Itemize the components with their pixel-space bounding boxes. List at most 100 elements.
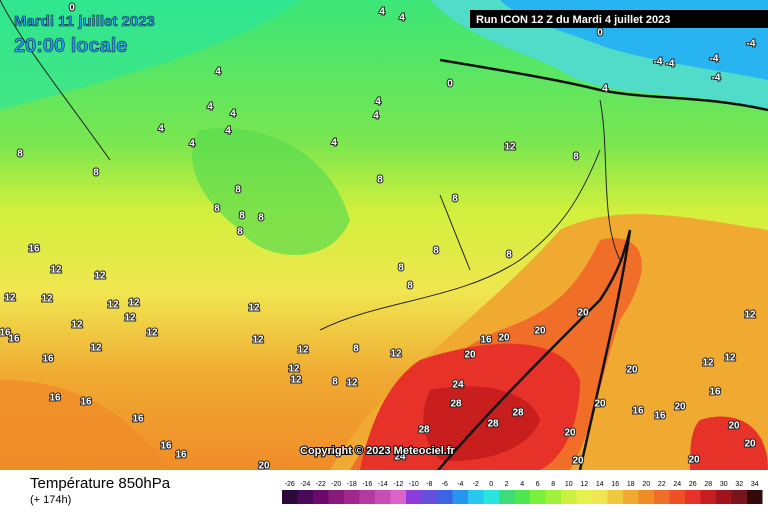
colorbar-tick-label: 24 bbox=[673, 481, 681, 488]
colorbar-tick-label: -24 bbox=[300, 481, 310, 488]
colorbar-tick-label: -18 bbox=[347, 481, 357, 488]
contour-label: 12 bbox=[50, 265, 62, 276]
colorbar-tick-label: -8 bbox=[426, 481, 432, 488]
contour-label: 12 bbox=[146, 328, 158, 339]
contour-label: -4 bbox=[654, 57, 663, 68]
contour-label: -4 bbox=[710, 54, 719, 65]
colorbar-tick-label: -4 bbox=[457, 481, 463, 488]
colorbar-tick-label: -10 bbox=[409, 481, 419, 488]
contour-label: 20 bbox=[572, 456, 584, 467]
colorbar-cell bbox=[623, 490, 639, 504]
colorbar-tick-label: 30 bbox=[720, 481, 728, 488]
colorbar-tick-label: 32 bbox=[735, 481, 743, 488]
contour-label: 16 bbox=[0, 328, 11, 339]
contour-label: 12 bbox=[248, 303, 260, 314]
contour-label: 12 bbox=[71, 320, 83, 331]
colorbar-tick-label: 16 bbox=[611, 481, 619, 488]
colorbar-cell bbox=[437, 490, 453, 504]
contour-label: 16 bbox=[49, 393, 61, 404]
contour-label: 20 bbox=[258, 461, 270, 472]
colorbar-tick-label: 12 bbox=[580, 481, 588, 488]
colorbar-tick-label: 8 bbox=[551, 481, 555, 488]
contour-label: 16 bbox=[480, 335, 492, 346]
contour-label: 8 bbox=[214, 204, 220, 215]
contour-label: 12 bbox=[90, 343, 102, 354]
colorbar-tick-label: 18 bbox=[627, 481, 635, 488]
contour-label: 12 bbox=[724, 353, 736, 364]
contour-label: 20 bbox=[534, 326, 546, 337]
colorbar-cell bbox=[297, 490, 313, 504]
contour-label: 20 bbox=[674, 402, 686, 413]
contour-label: 4 bbox=[207, 102, 213, 113]
contour-label: 8 bbox=[353, 344, 359, 355]
contour-label: 28 bbox=[450, 399, 462, 410]
colorbar-tick-label: -6 bbox=[442, 481, 448, 488]
contour-label: 12 bbox=[252, 335, 264, 346]
contour-label: 20 bbox=[626, 365, 638, 376]
contour-label: 20 bbox=[464, 350, 476, 361]
contour-label: 0 bbox=[69, 3, 75, 14]
contour-label: 4 bbox=[215, 67, 221, 78]
contour-label: -4 bbox=[747, 39, 756, 50]
contour-label: 8 bbox=[17, 149, 23, 160]
contour-label: 24 bbox=[394, 452, 406, 463]
contour-label: -4 bbox=[666, 59, 675, 70]
contour-label: 0 bbox=[447, 79, 453, 90]
colorbar-cell bbox=[328, 490, 344, 504]
contour-label: 8 bbox=[398, 263, 404, 274]
colorbar-cell bbox=[654, 490, 670, 504]
contour-label: 20 bbox=[728, 421, 740, 432]
colorbar-cell bbox=[669, 490, 685, 504]
contour-label: 16 bbox=[28, 244, 40, 255]
contour-label: 12 bbox=[390, 349, 402, 360]
contour-label: 16 bbox=[160, 441, 172, 452]
contour-label: 4 bbox=[331, 138, 337, 149]
colorbar-cell bbox=[561, 490, 577, 504]
colorbar-cell bbox=[716, 490, 732, 504]
colorbar-cell bbox=[576, 490, 592, 504]
contour-label: 8 bbox=[377, 175, 383, 186]
colorbar-tick-label: -22 bbox=[316, 481, 326, 488]
colorbar-cell bbox=[530, 490, 546, 504]
contour-label: 20 bbox=[498, 333, 510, 344]
map-field bbox=[0, 0, 768, 481]
colorbar-tick-label: -16 bbox=[362, 481, 372, 488]
contour-label: 12 bbox=[297, 345, 309, 356]
colorbar-cell bbox=[514, 490, 530, 504]
contour-label: 28 bbox=[512, 408, 524, 419]
contour-label: 12 bbox=[94, 271, 106, 282]
colorbar-cell bbox=[406, 490, 422, 504]
contour-label: 20 bbox=[564, 428, 576, 439]
contour-label: 12 bbox=[702, 358, 714, 369]
contour-label: 12 bbox=[346, 378, 358, 389]
contour-label: 8 bbox=[506, 250, 512, 261]
run-info: Run ICON 12 Z du Mardi 4 juillet 2023 bbox=[476, 14, 670, 26]
colorbar-cell bbox=[700, 490, 716, 504]
contour-label: 12 bbox=[107, 300, 119, 311]
colorbar-tick-label: 6 bbox=[536, 481, 540, 488]
colorbar-tick-label: 26 bbox=[689, 481, 697, 488]
contour-label: 12 bbox=[4, 293, 16, 304]
contour-label: -4 bbox=[712, 73, 721, 84]
colorbar-cell bbox=[747, 490, 763, 504]
colorbar-tick-label: 10 bbox=[565, 481, 573, 488]
copyright: Copyright © 2023 Meteociel.fr bbox=[300, 445, 456, 457]
contour-label: 0 bbox=[597, 28, 603, 39]
colorbar-tick-label: -26 bbox=[285, 481, 295, 488]
colorbar-cell bbox=[375, 490, 391, 504]
contour-label: 4 bbox=[230, 109, 236, 120]
colorbar-cell bbox=[344, 490, 360, 504]
contour-label: 20 bbox=[688, 455, 700, 466]
contour-label: 8 bbox=[237, 227, 243, 238]
contour-label: 8 bbox=[239, 211, 245, 222]
contour-label: 12 bbox=[504, 142, 516, 153]
variable-title: Température 850hPa bbox=[30, 475, 171, 492]
contour-label: 20 bbox=[744, 439, 756, 450]
contour-label: 16 bbox=[654, 411, 666, 422]
colorbar-cell bbox=[545, 490, 561, 504]
colorbar-tick-label: 22 bbox=[658, 481, 666, 488]
colorbar-cell bbox=[592, 490, 608, 504]
contour-label: 4 bbox=[225, 126, 231, 137]
colorbar-tick-label: -12 bbox=[393, 481, 403, 488]
